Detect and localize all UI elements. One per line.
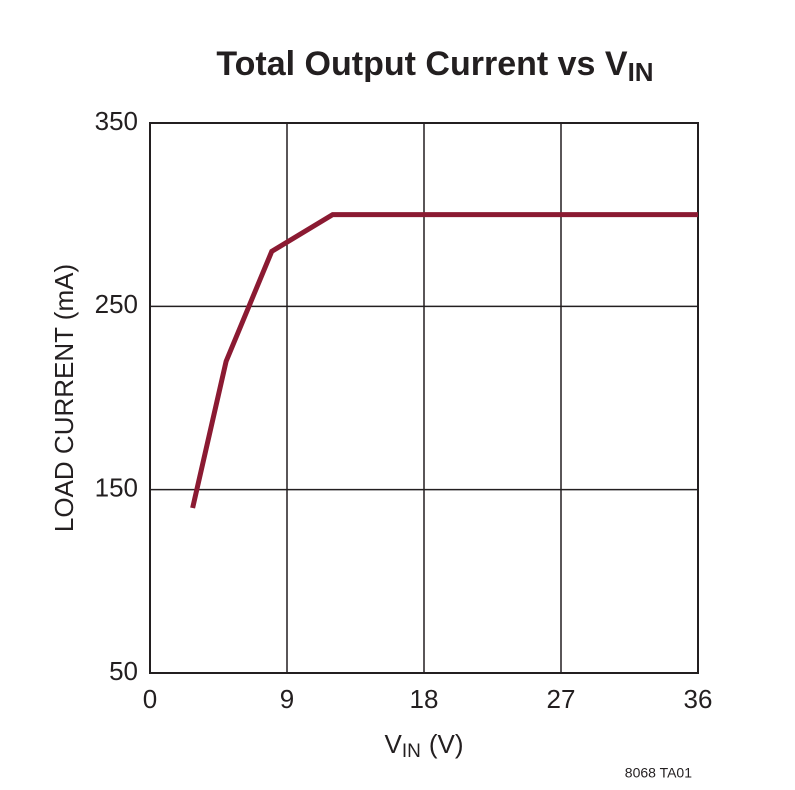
x-label-text: V bbox=[384, 729, 402, 759]
x-tick-label: 9 bbox=[280, 684, 294, 714]
y-axis-label: LOAD CURRENT (mA) bbox=[49, 264, 79, 532]
y-tick-label: 350 bbox=[95, 106, 138, 136]
plot-frame bbox=[149, 122, 699, 674]
x-label-subscript: IN bbox=[402, 741, 421, 762]
x-tick-label: 18 bbox=[410, 684, 439, 714]
x-tick-label: 0 bbox=[143, 684, 157, 714]
chart-title: Total Output Current vs VIN bbox=[216, 45, 653, 87]
title-text: Total Output Current vs V bbox=[216, 45, 627, 83]
y-tick-label: 50 bbox=[109, 656, 138, 686]
title-subscript: IN bbox=[628, 57, 654, 87]
x-tick-label: 36 bbox=[684, 684, 713, 714]
x-label-suffix: (V) bbox=[429, 729, 464, 759]
data-line bbox=[190, 212, 698, 509]
y-tick-label: 250 bbox=[95, 289, 138, 319]
footnote: 8068 TA01 bbox=[625, 765, 692, 781]
y-tick-label: 150 bbox=[95, 473, 138, 503]
x-axis-label: VIN (V) bbox=[384, 729, 463, 762]
x-tick-label: 27 bbox=[547, 684, 576, 714]
